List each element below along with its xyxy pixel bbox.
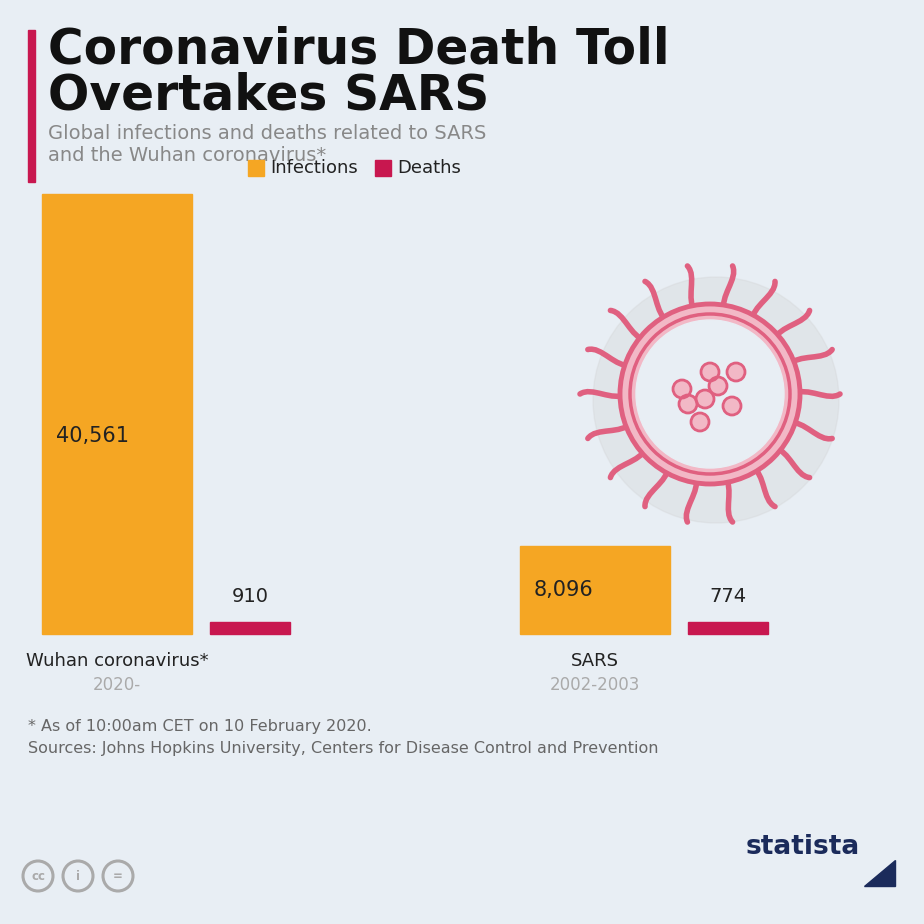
Bar <box>28 30 35 182</box>
Circle shape <box>723 397 741 415</box>
Text: Overtakes SARS: Overtakes SARS <box>48 72 489 120</box>
Circle shape <box>691 413 709 431</box>
Text: 2020-: 2020- <box>93 676 141 694</box>
Bar <box>210 622 290 634</box>
Circle shape <box>636 320 784 468</box>
Text: Sources: Johns Hopkins University, Centers for Disease Control and Prevention: Sources: Johns Hopkins University, Cente… <box>28 741 659 756</box>
Bar <box>42 194 192 634</box>
Text: =: = <box>113 869 123 882</box>
Text: Global infections and deaths related to SARS: Global infections and deaths related to … <box>48 124 486 143</box>
Bar <box>688 622 768 634</box>
Text: Deaths: Deaths <box>397 159 461 177</box>
Text: 8,096: 8,096 <box>534 580 594 600</box>
Text: statista: statista <box>746 834 860 860</box>
Text: cc: cc <box>31 869 45 882</box>
Bar <box>520 546 670 634</box>
Circle shape <box>696 390 714 408</box>
Circle shape <box>673 380 691 398</box>
Bar <box>375 160 391 176</box>
Text: Wuhan coronavirus*: Wuhan coronavirus* <box>26 652 208 670</box>
Circle shape <box>727 363 745 381</box>
Circle shape <box>620 304 800 484</box>
Text: 2002-2003: 2002-2003 <box>550 676 640 694</box>
Circle shape <box>701 363 719 381</box>
Text: * As of 10:00am CET on 10 February 2020.: * As of 10:00am CET on 10 February 2020. <box>28 719 371 734</box>
Polygon shape <box>864 860 895 886</box>
Circle shape <box>709 377 727 395</box>
Text: and the Wuhan coronavirus*: and the Wuhan coronavirus* <box>48 146 326 165</box>
Circle shape <box>593 277 839 523</box>
Circle shape <box>679 395 697 413</box>
Text: i: i <box>76 869 80 882</box>
Bar <box>248 160 264 176</box>
Text: 774: 774 <box>710 587 747 606</box>
Text: Infections: Infections <box>270 159 358 177</box>
Text: Coronavirus Death Toll: Coronavirus Death Toll <box>48 26 670 74</box>
Text: SARS: SARS <box>571 652 619 670</box>
Text: 910: 910 <box>232 587 269 606</box>
Text: 40,561: 40,561 <box>56 426 129 446</box>
